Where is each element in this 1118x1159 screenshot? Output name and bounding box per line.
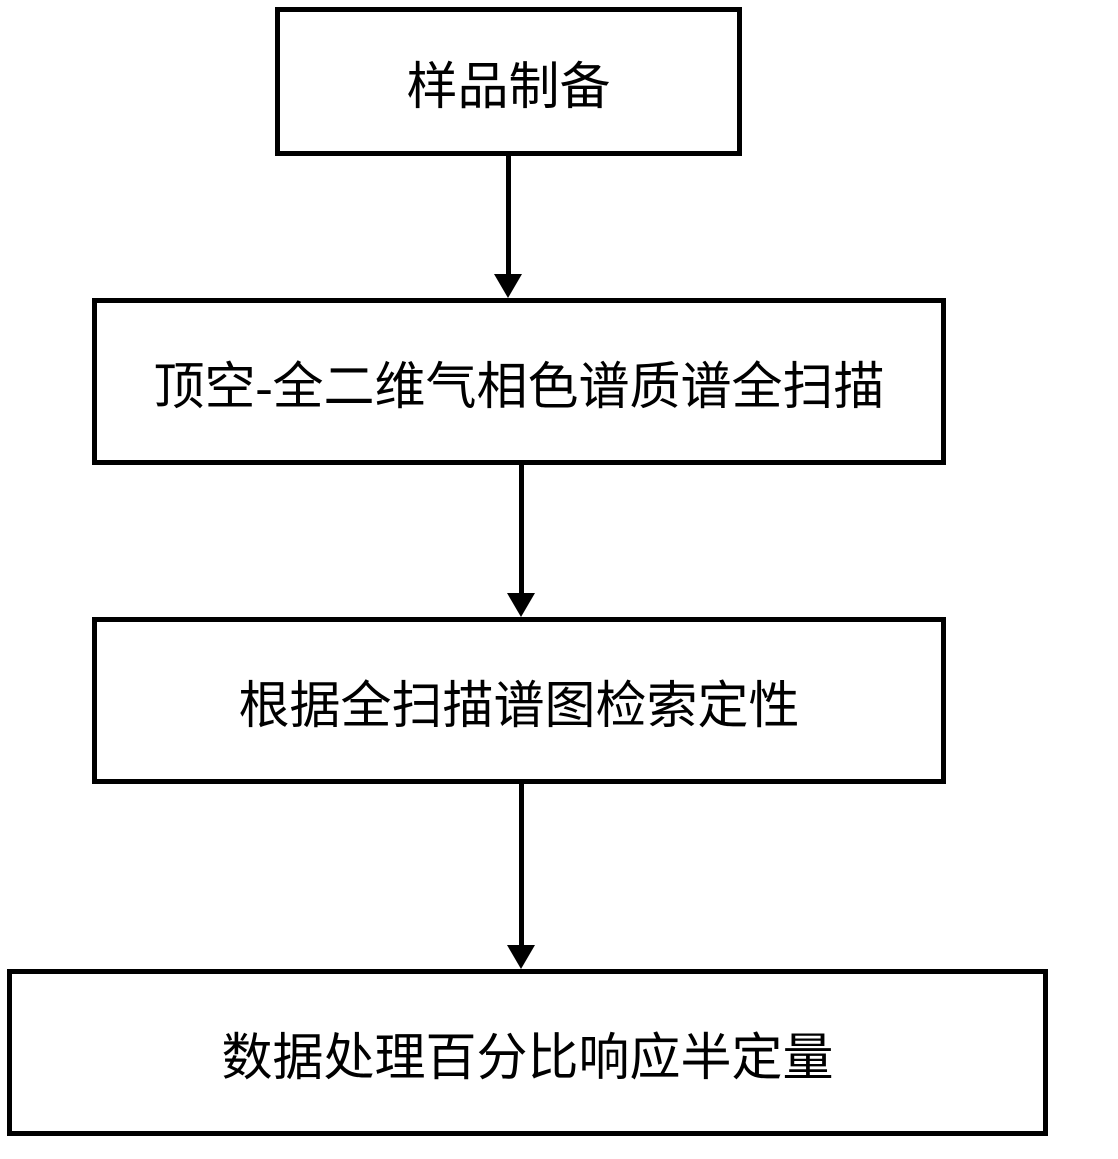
flowchart-node-2: 顶空-全二维气相色谱质谱全扫描: [92, 298, 946, 465]
arrow-2-head: [507, 593, 535, 617]
flowchart-node-1: 样品制备: [275, 7, 742, 156]
arrow-3-line: [519, 784, 524, 947]
arrow-1-line: [506, 156, 511, 276]
flowchart-node-3: 根据全扫描谱图检索定性: [92, 617, 946, 784]
flowchart-node-4: 数据处理百分比响应半定量: [7, 969, 1048, 1136]
arrow-3-head: [507, 945, 535, 969]
node-4-label: 数据处理百分比响应半定量: [221, 1016, 833, 1090]
node-1-label: 样品制备: [406, 45, 610, 119]
flowchart-container: 样品制备 顶空-全二维气相色谱质谱全扫描 根据全扫描谱图检索定性 数据处理百分比…: [0, 0, 1118, 1159]
arrow-1-head: [494, 274, 522, 298]
node-2-label: 顶空-全二维气相色谱质谱全扫描: [154, 345, 885, 419]
node-3-label: 根据全扫描谱图检索定性: [238, 664, 799, 738]
arrow-2-line: [519, 465, 524, 595]
